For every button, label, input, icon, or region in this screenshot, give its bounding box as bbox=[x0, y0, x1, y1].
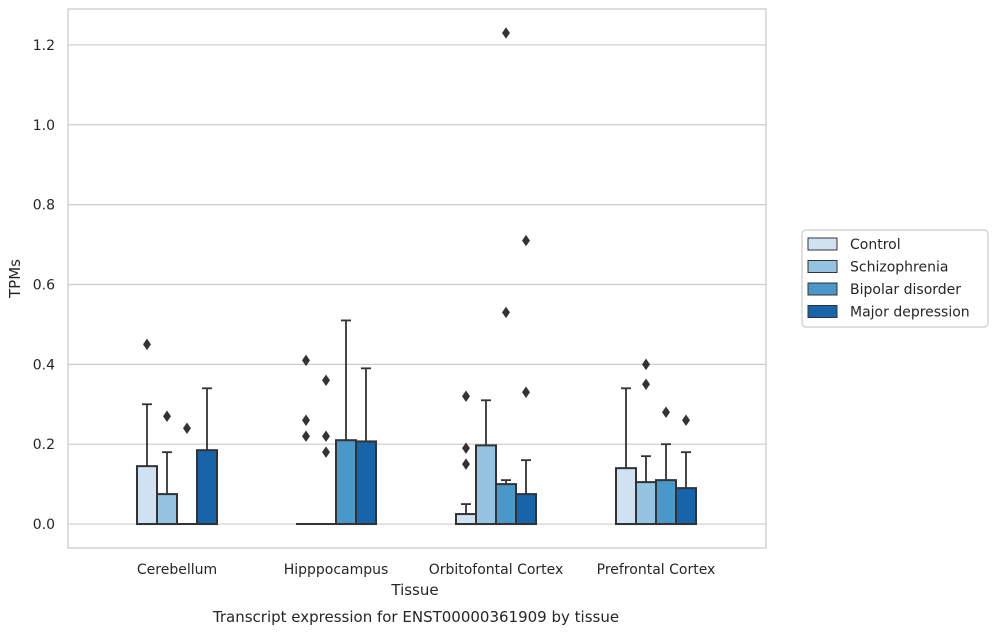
outlier-point bbox=[522, 386, 530, 399]
y-tick-label: 0.2 bbox=[33, 437, 55, 453]
box bbox=[615, 387, 637, 526]
box-body bbox=[515, 493, 537, 526]
outlier-point bbox=[163, 410, 171, 422]
chart-caption: Transcript expression for ENST0000036190… bbox=[212, 608, 619, 626]
box-body bbox=[196, 449, 218, 526]
box-body bbox=[475, 444, 497, 526]
y-tick-label: 0.6 bbox=[33, 277, 55, 293]
outlier-point bbox=[322, 374, 330, 387]
y-tick-label: 1.0 bbox=[33, 118, 55, 134]
box bbox=[177, 422, 197, 526]
x-tick-label: Prefrontal Cortex bbox=[597, 562, 716, 578]
legend-swatch bbox=[807, 282, 838, 296]
legend-swatch bbox=[807, 305, 838, 318]
box-body bbox=[136, 465, 158, 526]
x-axis-label: Tissue bbox=[390, 581, 438, 599]
outlier-point bbox=[183, 422, 191, 434]
outlier-point bbox=[143, 338, 151, 351]
box bbox=[136, 338, 158, 526]
y-axis-ticks: 0.0 0.2 0.4 0.6 0.8 1.0 1.2 bbox=[33, 38, 55, 533]
outlier-point bbox=[642, 378, 650, 391]
box-body bbox=[495, 483, 517, 526]
box bbox=[355, 367, 377, 526]
box bbox=[156, 410, 178, 526]
box-body bbox=[615, 467, 637, 526]
y-tick-label: 0.0 bbox=[33, 517, 55, 533]
y-tick-label: 1.2 bbox=[33, 38, 55, 54]
outlier-point bbox=[462, 458, 470, 470]
outlier-point bbox=[302, 430, 310, 442]
box bbox=[455, 390, 477, 526]
series-group bbox=[196, 234, 697, 526]
box bbox=[475, 399, 497, 526]
legend-label: Schizophrenia bbox=[850, 260, 948, 276]
outlier-point bbox=[682, 414, 690, 426]
outlier-point bbox=[302, 354, 310, 367]
box bbox=[635, 358, 657, 526]
legend-label: Major depression bbox=[850, 305, 970, 321]
legend-label: Bipolar disorder bbox=[850, 282, 961, 298]
outlier-point bbox=[642, 358, 650, 371]
legend-frame bbox=[801, 229, 989, 328]
box-body bbox=[655, 479, 677, 526]
legend-swatch bbox=[807, 237, 838, 251]
y-tick-label: 0.4 bbox=[33, 357, 55, 373]
series-group bbox=[156, 358, 657, 526]
box-body bbox=[156, 493, 178, 526]
outlier-point bbox=[502, 27, 510, 39]
box bbox=[675, 414, 697, 526]
outlier-point bbox=[322, 430, 330, 442]
x-tick-label: Cerebellum bbox=[137, 562, 217, 578]
x-tick-label: Orbitofontal Cortex bbox=[429, 562, 564, 578]
outlier-point bbox=[302, 414, 310, 426]
box bbox=[655, 406, 677, 526]
outlier-point bbox=[462, 390, 470, 403]
box bbox=[515, 234, 537, 526]
outlier-point bbox=[522, 234, 530, 247]
outlier-point bbox=[662, 406, 670, 418]
box bbox=[296, 354, 316, 526]
plot-frame bbox=[67, 8, 767, 549]
box-body bbox=[635, 481, 657, 526]
legend-swatch bbox=[807, 260, 838, 273]
series-group bbox=[136, 338, 637, 526]
box bbox=[316, 374, 336, 526]
plot-area bbox=[136, 27, 697, 526]
x-axis-ticks: Cerebellum Hipppocampus Orbitofontal Corte… bbox=[137, 562, 715, 578]
box-body bbox=[355, 440, 377, 526]
outlier-point bbox=[462, 442, 470, 454]
box bbox=[495, 27, 517, 526]
legend: Control Schizophrenia Bipolar disorder Majo… bbox=[801, 229, 989, 328]
x-tick-label: Hipppocampus bbox=[284, 562, 389, 578]
y-axis-label: TPMs bbox=[6, 259, 24, 299]
box bbox=[196, 387, 218, 526]
legend-label: Control bbox=[850, 237, 901, 253]
outlier-point bbox=[502, 306, 510, 319]
outlier-point bbox=[322, 446, 330, 458]
box-body bbox=[455, 513, 477, 526]
series-group bbox=[177, 27, 677, 526]
box-body bbox=[335, 439, 357, 526]
y-tick-label: 0.8 bbox=[33, 198, 55, 214]
box-body bbox=[675, 487, 697, 526]
